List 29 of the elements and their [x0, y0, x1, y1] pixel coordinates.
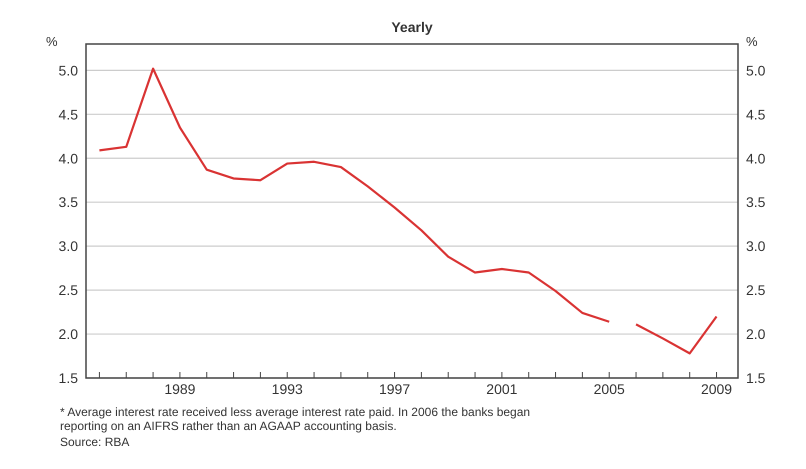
text: * Average interest rate received less average interest rate paid. In 2006 the banks began reporting on an AIFRS rather than an AGAAP accounting basis.: [60, 405, 530, 433]
y-tick-label: 2.0: [58, 326, 78, 342]
y-tick-label: 4.5: [58, 106, 78, 122]
y2-tick-label: 2.5: [746, 282, 766, 298]
y2-tick-label: 2.0: [746, 326, 766, 342]
x-tick-label: 2005: [594, 381, 625, 397]
y2-tick-label: 3.5: [746, 194, 766, 210]
y2-axis-title: %: [746, 34, 758, 49]
x-tick-label: 1993: [272, 381, 304, 397]
chart-title: Yearly: [391, 19, 433, 35]
y2-tick-label: 4.5: [746, 106, 766, 122]
x-tick-label: 1989: [164, 381, 196, 397]
y2-tick-label: 3.0: [746, 238, 766, 254]
line-series: [98, 68, 610, 323]
x-tick-label: 2009: [700, 381, 732, 397]
x-tick-label: 1997: [378, 381, 410, 397]
y2-tick-label: 4.0: [746, 150, 766, 166]
y2-tick-label: 5.0: [746, 62, 766, 78]
y-tick-label: 3.0: [58, 238, 78, 254]
x-tick-label: 2001: [486, 381, 518, 397]
y-tick-label: 3.5: [58, 194, 78, 210]
y-tick-label: 2.5: [58, 282, 78, 298]
y2-tick-label: 1.5: [746, 370, 766, 386]
line-series: [634, 315, 718, 354]
y-tick-label: 4.0: [58, 150, 78, 166]
y-tick-label: 1.5: [58, 370, 78, 386]
source-note: Source: RBA: [60, 435, 130, 449]
y-axis-title: %: [46, 34, 58, 49]
y-tick-label: 5.0: [58, 62, 78, 78]
